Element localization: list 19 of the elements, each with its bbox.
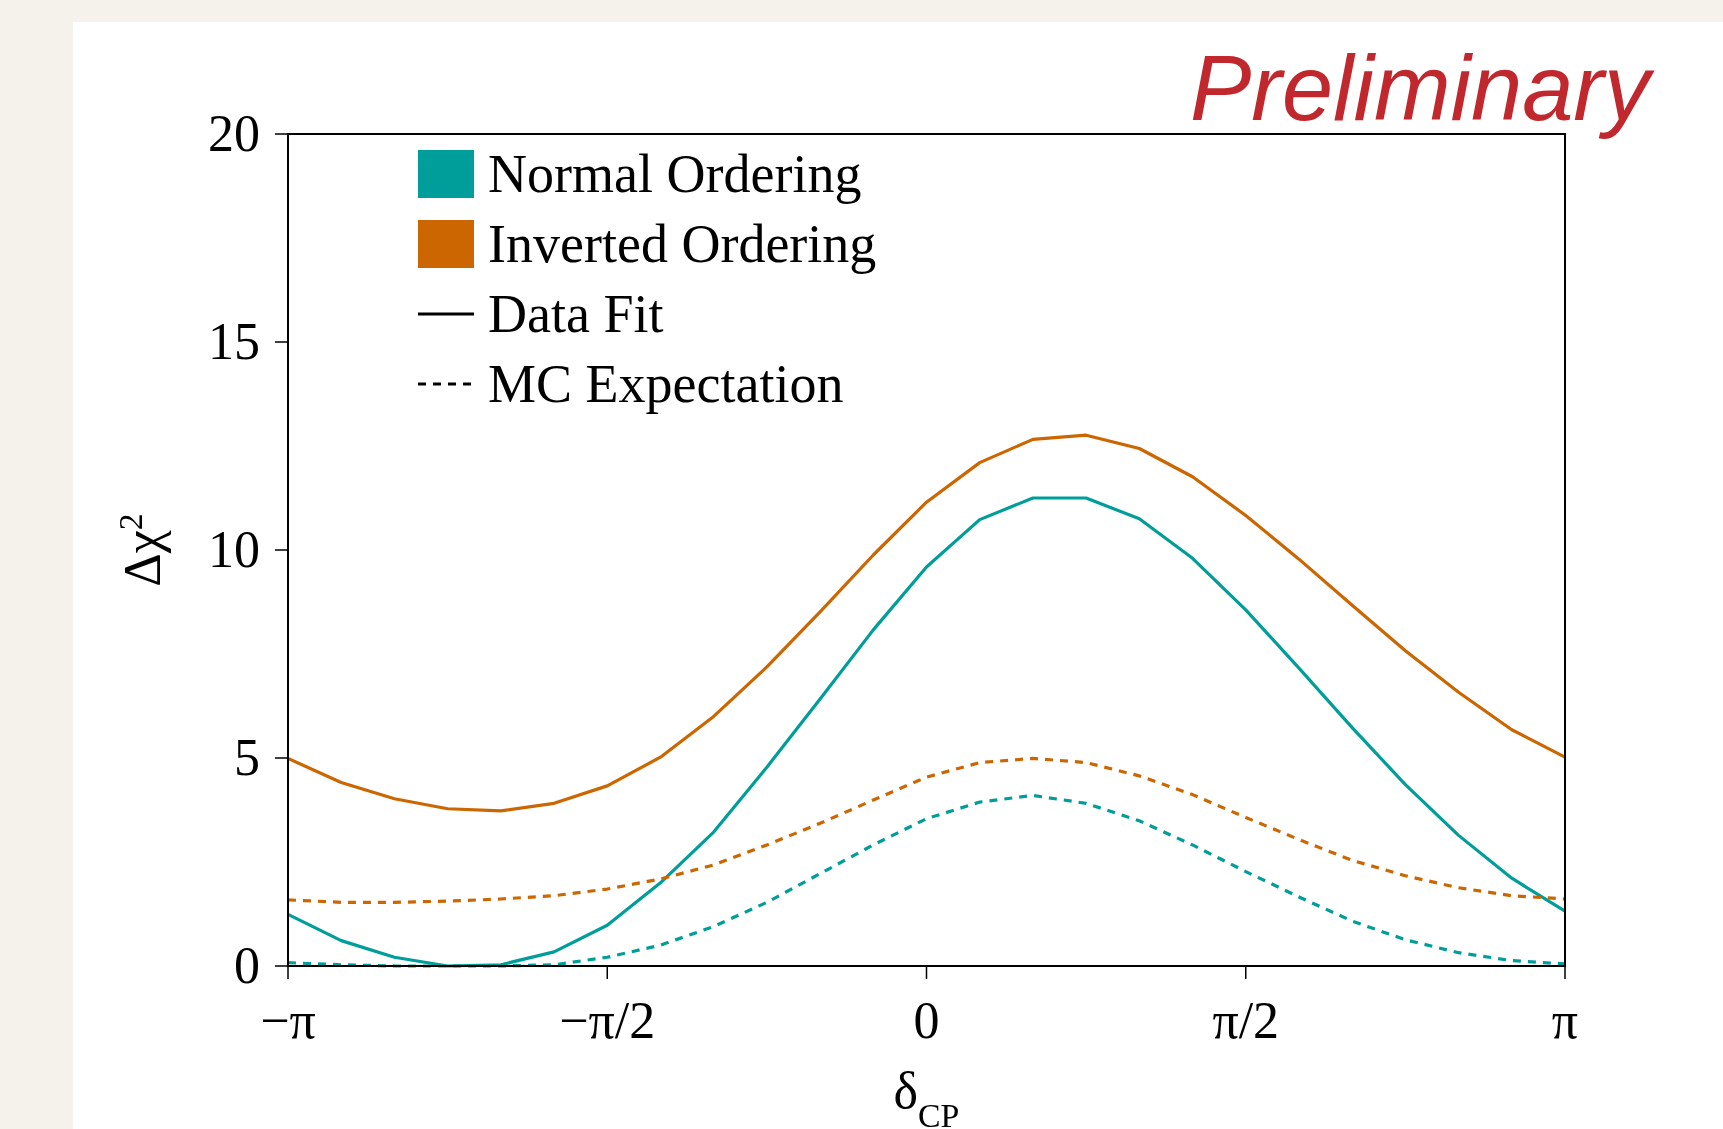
line-series — [286, 756, 1567, 904]
x-tick-label: π — [1551, 992, 1579, 1049]
line-series — [286, 496, 1567, 968]
x-tick-label: −π — [260, 992, 316, 1049]
x-axis-title: δ$_{CP}$ — [893, 1062, 960, 1129]
legend-label: Inverted Ordering — [488, 214, 877, 274]
y-tick-label: 20 — [208, 105, 260, 162]
x-tick-label: −π/2 — [559, 992, 656, 1049]
y-tick-label: 15 — [208, 313, 260, 370]
legend-label: Normal Ordering — [488, 144, 862, 204]
annotation: Data Fit — [488, 284, 664, 344]
x-tick-label: 0 — [913, 992, 940, 1049]
annotation: Preliminary — [1189, 37, 1655, 139]
x-tick-label: π/2 — [1212, 992, 1280, 1049]
line-series — [286, 433, 1567, 813]
y-tick-label: 10 — [208, 521, 260, 578]
y-tick-label: 0 — [234, 937, 260, 994]
y-tick-label: 5 — [234, 729, 260, 786]
annotation: MC Expectation — [488, 354, 844, 414]
